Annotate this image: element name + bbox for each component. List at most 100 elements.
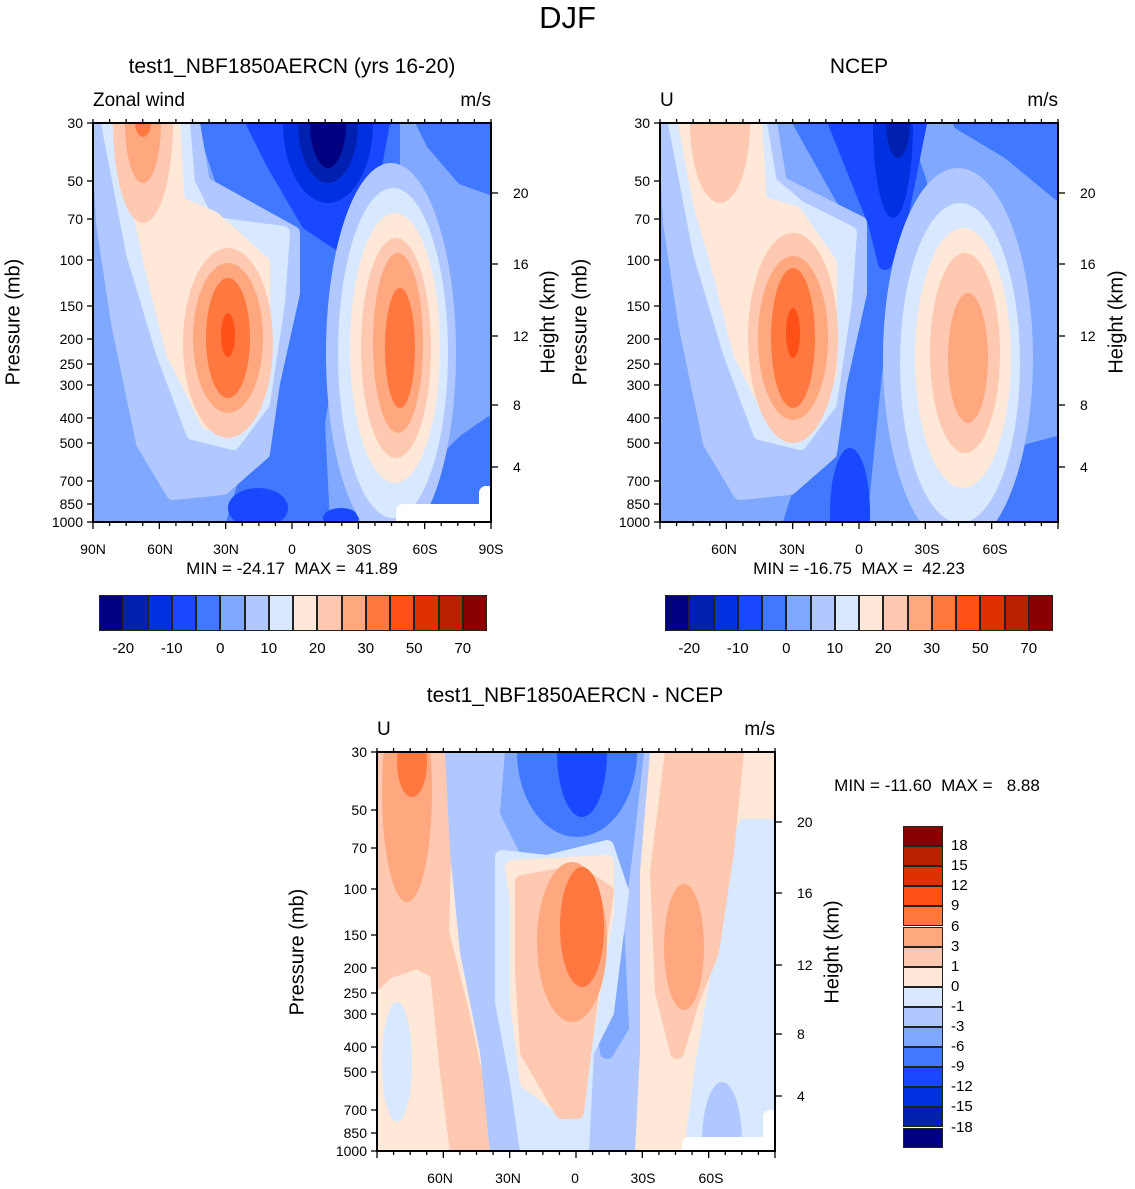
colorbar-label: -6 xyxy=(951,1038,965,1056)
latitude-tick-label: 30N xyxy=(779,541,805,557)
pressure-tick-label: 500 xyxy=(626,435,650,451)
contour-plot xyxy=(87,119,498,529)
latitude-tick-label: 0 xyxy=(855,541,863,557)
pressure-tick-label: 500 xyxy=(343,1064,367,1080)
height-tick-label: 12 xyxy=(1080,328,1096,344)
plot-left-label: Zonal wind xyxy=(93,90,185,111)
colorbar-label: -10 xyxy=(726,640,749,657)
pressure-tick-label: 850 xyxy=(59,496,83,512)
colorbar-label: 0 xyxy=(951,977,960,995)
colorbar-box xyxy=(980,595,1005,631)
min-max-stats: MIN = -16.75 MAX = 42.23 xyxy=(753,559,965,578)
colorbar-box xyxy=(903,966,943,987)
latitude-tick-label: 60N xyxy=(711,541,737,557)
contour-region xyxy=(125,123,161,183)
contour-region xyxy=(948,293,988,423)
colorbar-label: 50 xyxy=(405,640,423,657)
colorbar-box xyxy=(903,926,943,947)
contour-plot xyxy=(654,119,1065,529)
contour-region xyxy=(830,448,870,522)
contour-region xyxy=(221,313,235,357)
pressure-tick-label: 100 xyxy=(59,252,83,268)
colorbar-label: 3 xyxy=(951,937,960,955)
latitude-tick-label: 30N xyxy=(495,1170,521,1186)
colorbar-label: 50 xyxy=(971,640,989,657)
min-max-stats: MIN = -24.17 MAX = 41.89 xyxy=(186,559,398,578)
height-tick-label: 8 xyxy=(513,397,521,413)
pressure-tick-label: 70 xyxy=(67,211,83,227)
colorbar-box xyxy=(903,906,943,927)
colorbar-box xyxy=(903,846,943,867)
colorbar-box xyxy=(859,595,884,631)
colorbar-label: -12 xyxy=(951,1078,973,1096)
colorbar-box xyxy=(883,595,908,631)
colorbar-box xyxy=(903,1006,943,1027)
pressure-tick-label: 700 xyxy=(626,473,650,489)
contour-region xyxy=(397,752,427,797)
colorbar-box xyxy=(390,595,415,631)
colorbar-label: -1 xyxy=(951,997,965,1015)
pressure-tick-label: 850 xyxy=(626,496,650,512)
height-tick-label: 12 xyxy=(513,328,529,344)
colorbar-box xyxy=(317,595,342,631)
colorbar-box xyxy=(220,595,245,631)
plot-title: test1_NBF1850AERCN - NCEP xyxy=(426,684,724,707)
contour-region xyxy=(664,884,704,1010)
colorbar-box xyxy=(365,595,390,631)
colorbar-box xyxy=(762,595,787,631)
pressure-tick-label: 1000 xyxy=(618,514,650,530)
colorbar-label: 6 xyxy=(951,917,960,935)
colorbar-box xyxy=(1004,595,1029,631)
colorbar-box xyxy=(786,595,811,631)
pressure-tick-label: 250 xyxy=(626,356,650,372)
pressure-tick-label: 1000 xyxy=(335,1143,367,1159)
pressure-tick-label: 1000 xyxy=(51,514,83,530)
colorbar-box xyxy=(903,866,943,887)
colorbar-box xyxy=(414,595,439,631)
contour-region xyxy=(786,308,800,358)
plot-units: m/s xyxy=(460,90,491,111)
y-axis-title: Pressure (mb) xyxy=(286,888,309,1016)
colorbar-box xyxy=(903,886,943,907)
colorbar-box xyxy=(293,595,318,631)
pressure-tick-label: 300 xyxy=(626,377,650,393)
colorbar-box xyxy=(903,1127,943,1148)
colorbar-box xyxy=(196,595,221,631)
latitude-tick-label: 60N xyxy=(427,1170,453,1186)
contour-region xyxy=(310,123,346,168)
contour-region xyxy=(690,123,750,203)
colorbar-label: 10 xyxy=(260,640,278,657)
height-tick-label: 16 xyxy=(797,885,813,901)
colorbar-label: -9 xyxy=(951,1058,965,1076)
y-axis-title: Pressure (mb) xyxy=(2,258,25,386)
contour-region xyxy=(953,123,1058,200)
colorbar-label: 70 xyxy=(1020,640,1038,657)
colorbar-label: 12 xyxy=(951,877,968,895)
y-axis-right-title: Height (km) xyxy=(537,270,560,374)
contour-region xyxy=(682,1110,775,1151)
contour-region xyxy=(396,486,491,522)
latitude-tick-label: 60S xyxy=(412,541,438,557)
colorbar-box xyxy=(956,595,981,631)
height-tick-label: 4 xyxy=(1080,459,1088,475)
pressure-tick-label: 100 xyxy=(626,252,650,268)
colorbar-label: 20 xyxy=(308,640,326,657)
colorbar-label: 18 xyxy=(951,837,968,855)
colorbar-box xyxy=(244,595,269,631)
contour-region xyxy=(886,123,910,158)
height-tick-label: 16 xyxy=(1080,256,1096,272)
contour-region xyxy=(382,1002,412,1122)
colorbar-label: 1 xyxy=(951,957,960,975)
contour-region xyxy=(323,508,359,522)
colorbar-box xyxy=(462,595,487,631)
pressure-tick-label: 150 xyxy=(626,298,650,314)
colorbar-box xyxy=(123,595,148,631)
colorbar-box xyxy=(903,1067,943,1088)
colorbar-label: -15 xyxy=(951,1098,973,1116)
contour-plot xyxy=(371,748,782,1158)
colorbar-box xyxy=(931,595,956,631)
contour-svg xyxy=(371,748,782,1158)
height-tick-label: 4 xyxy=(797,1088,805,1104)
pressure-tick-label: 300 xyxy=(343,1006,367,1022)
